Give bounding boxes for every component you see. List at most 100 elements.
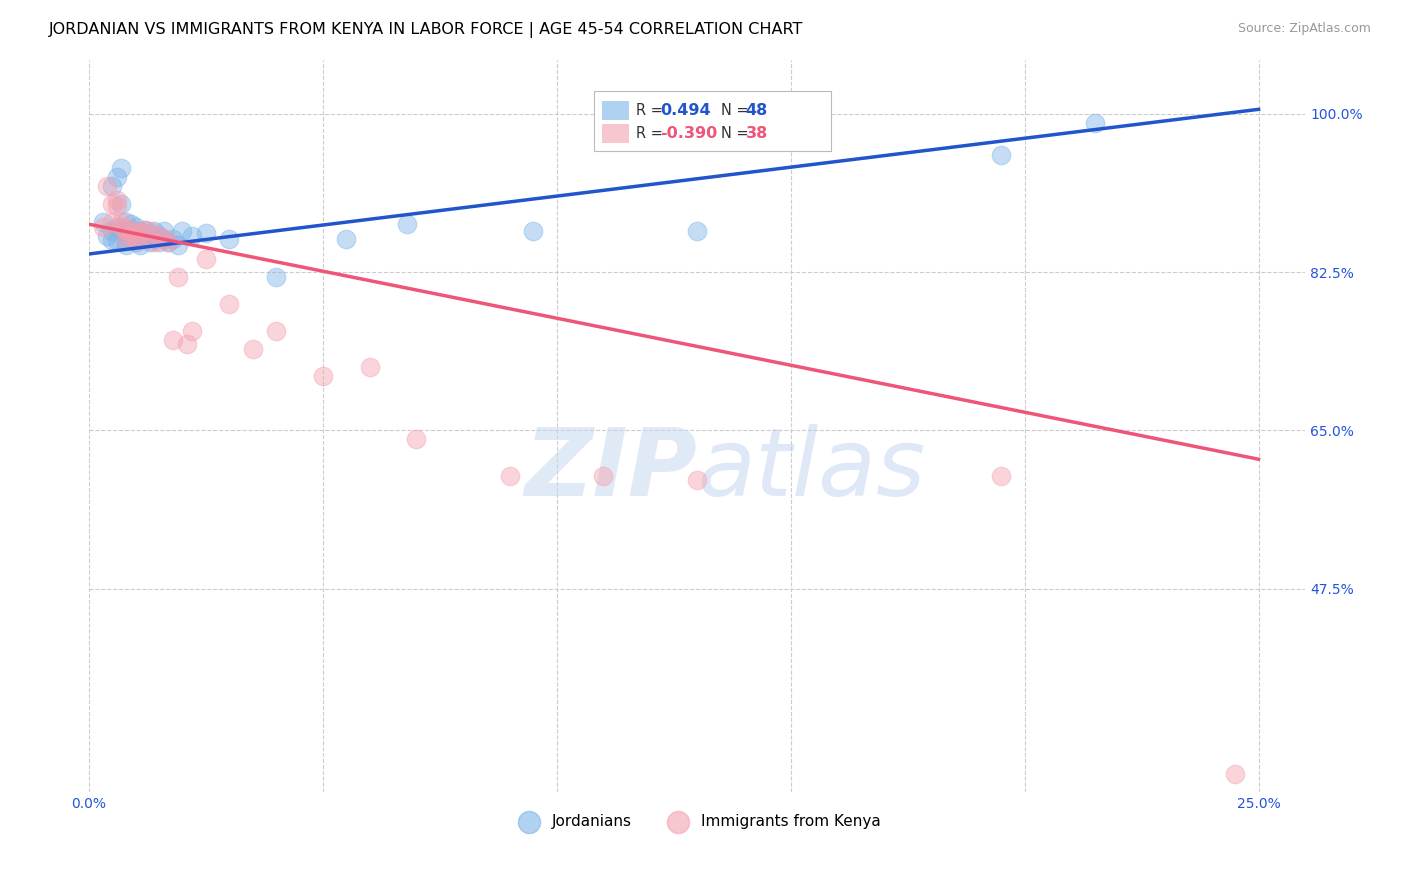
- Point: [499, 468, 522, 483]
- Point: [166, 269, 188, 284]
- Point: [148, 228, 170, 243]
- Text: -0.390: -0.390: [661, 126, 718, 141]
- Point: [148, 235, 170, 250]
- Point: [264, 324, 287, 338]
- Point: [405, 433, 427, 447]
- Point: [129, 232, 152, 246]
- Point: [96, 228, 118, 243]
- FancyBboxPatch shape: [602, 101, 628, 120]
- Point: [395, 217, 418, 231]
- Text: Source: ZipAtlas.com: Source: ZipAtlas.com: [1237, 22, 1371, 36]
- Point: [124, 232, 146, 246]
- Point: [129, 226, 152, 240]
- Point: [1225, 767, 1247, 781]
- Point: [110, 197, 132, 211]
- Point: [176, 337, 198, 351]
- Point: [180, 228, 202, 243]
- Text: atlas: atlas: [697, 425, 925, 516]
- Point: [312, 369, 335, 384]
- Point: [134, 228, 156, 243]
- Point: [686, 473, 709, 487]
- Point: [990, 147, 1012, 161]
- Text: 0.494: 0.494: [661, 103, 711, 118]
- Point: [124, 235, 146, 250]
- Point: [143, 224, 166, 238]
- Point: [110, 224, 132, 238]
- Point: [101, 179, 124, 194]
- Point: [359, 359, 381, 374]
- Point: [115, 215, 138, 229]
- Point: [166, 238, 188, 252]
- Point: [152, 232, 174, 246]
- Point: [124, 219, 146, 234]
- Text: N =: N =: [721, 126, 749, 141]
- Point: [218, 296, 240, 310]
- Point: [105, 199, 128, 213]
- Point: [157, 235, 180, 250]
- Point: [120, 234, 142, 248]
- Point: [138, 235, 160, 250]
- Point: [138, 224, 160, 238]
- FancyBboxPatch shape: [593, 91, 831, 151]
- Text: 38: 38: [745, 126, 768, 141]
- Point: [105, 234, 128, 248]
- Legend: Jordanians, Immigrants from Kenya: Jordanians, Immigrants from Kenya: [508, 808, 887, 836]
- Point: [124, 228, 146, 243]
- Text: 48: 48: [745, 103, 768, 118]
- Point: [101, 234, 124, 248]
- Text: R =: R =: [637, 126, 664, 141]
- Point: [115, 234, 138, 248]
- Point: [143, 235, 166, 250]
- Point: [592, 468, 614, 483]
- Point: [120, 217, 142, 231]
- Point: [152, 232, 174, 246]
- Point: [990, 468, 1012, 483]
- Point: [129, 238, 152, 252]
- Point: [1084, 116, 1107, 130]
- Point: [194, 226, 217, 240]
- Point: [129, 224, 152, 238]
- Point: [91, 215, 114, 229]
- Point: [335, 232, 357, 246]
- Point: [96, 179, 118, 194]
- Point: [152, 224, 174, 238]
- Point: [101, 215, 124, 229]
- FancyBboxPatch shape: [602, 124, 628, 143]
- Point: [264, 269, 287, 284]
- Point: [194, 252, 217, 266]
- Point: [120, 228, 142, 243]
- Text: R =: R =: [637, 103, 664, 118]
- Point: [134, 222, 156, 236]
- Point: [143, 232, 166, 246]
- Point: [105, 170, 128, 185]
- Point: [134, 222, 156, 236]
- Point: [105, 219, 128, 234]
- Point: [105, 193, 128, 207]
- Text: JORDANIAN VS IMMIGRANTS FROM KENYA IN LABOR FORCE | AGE 45-54 CORRELATION CHART: JORDANIAN VS IMMIGRANTS FROM KENYA IN LA…: [49, 22, 804, 38]
- Text: ZIP: ZIP: [524, 424, 697, 516]
- Point: [120, 222, 142, 236]
- Point: [686, 224, 709, 238]
- Point: [115, 232, 138, 246]
- Text: N =: N =: [721, 103, 749, 118]
- Point: [162, 232, 184, 246]
- Point: [115, 238, 138, 252]
- Point: [148, 228, 170, 243]
- Point: [101, 224, 124, 238]
- Point: [110, 215, 132, 229]
- Point: [115, 224, 138, 238]
- Point: [242, 342, 264, 356]
- Point: [124, 224, 146, 238]
- Point: [101, 197, 124, 211]
- Point: [110, 161, 132, 175]
- Point: [157, 235, 180, 250]
- Point: [172, 224, 194, 238]
- Point: [91, 219, 114, 234]
- Point: [218, 232, 240, 246]
- Point: [522, 224, 544, 238]
- Point: [180, 324, 202, 338]
- Point: [129, 234, 152, 248]
- Point: [162, 333, 184, 347]
- Point: [110, 219, 132, 234]
- Point: [115, 222, 138, 236]
